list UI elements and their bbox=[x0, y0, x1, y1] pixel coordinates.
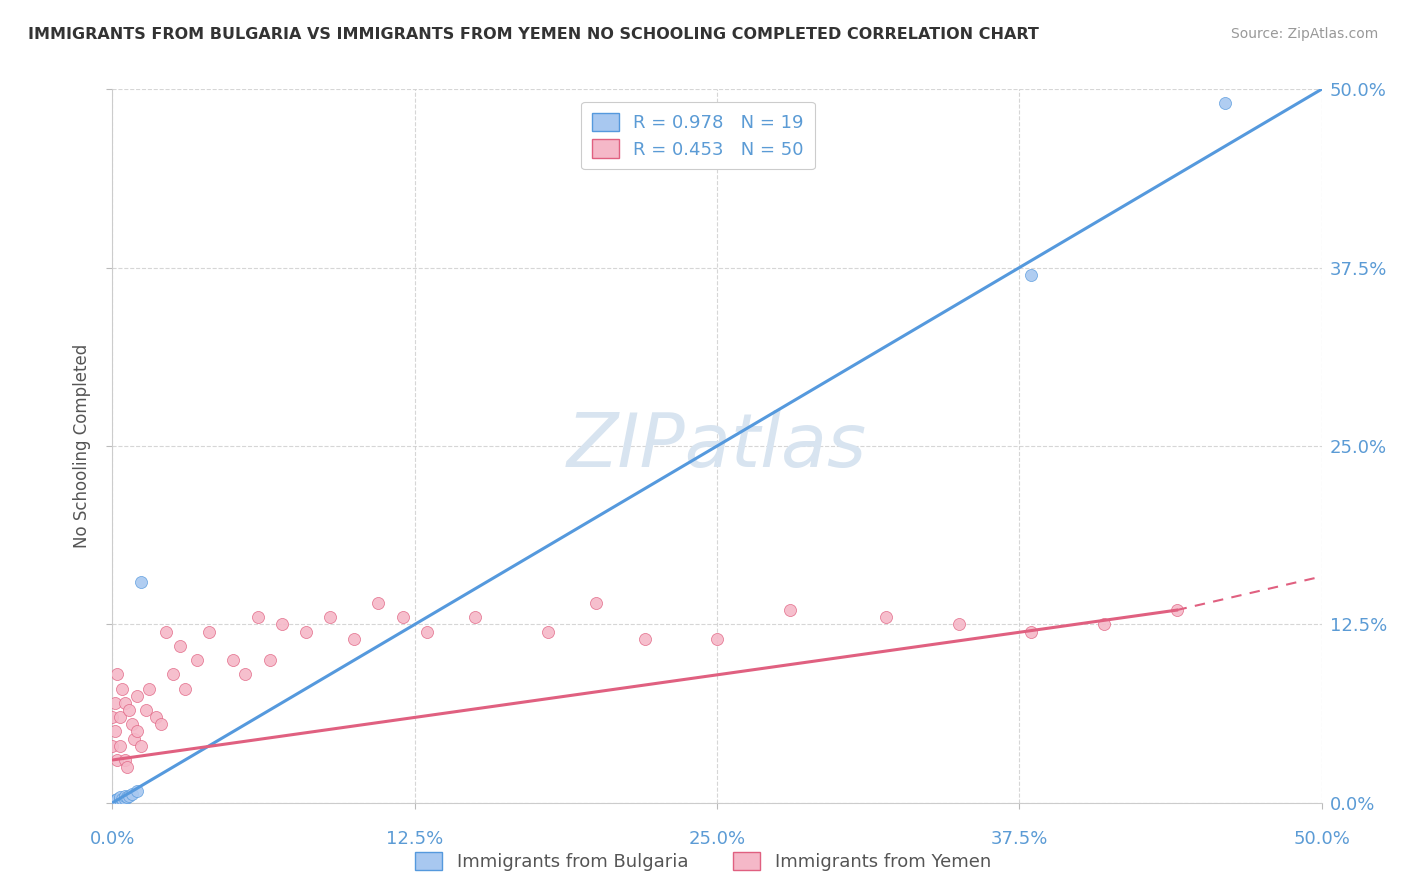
Point bbox=[198, 624, 221, 639]
Point bbox=[270, 617, 292, 632]
Point bbox=[948, 617, 970, 632]
Point bbox=[101, 710, 124, 724]
Point bbox=[108, 710, 131, 724]
Point bbox=[118, 703, 141, 717]
Point bbox=[246, 610, 269, 624]
Point bbox=[104, 724, 127, 739]
Point bbox=[222, 653, 245, 667]
Point bbox=[105, 794, 128, 808]
Point bbox=[111, 791, 134, 805]
Legend: R = 0.978   N = 19, R = 0.453   N = 50: R = 0.978 N = 19, R = 0.453 N = 50 bbox=[581, 102, 814, 169]
Point bbox=[131, 574, 153, 589]
Point bbox=[464, 610, 486, 624]
Point bbox=[295, 624, 318, 639]
Point bbox=[145, 710, 167, 724]
Point bbox=[111, 681, 134, 696]
Point bbox=[706, 632, 728, 646]
Point bbox=[104, 796, 127, 810]
Text: 25.0%: 25.0% bbox=[689, 830, 745, 848]
Point bbox=[114, 753, 136, 767]
Point bbox=[104, 794, 127, 808]
Point bbox=[235, 667, 257, 681]
Text: ZIPatlas: ZIPatlas bbox=[567, 410, 868, 482]
Point bbox=[115, 760, 138, 774]
Y-axis label: No Schooling Completed: No Schooling Completed bbox=[73, 344, 91, 548]
Point bbox=[259, 653, 281, 667]
Point bbox=[155, 624, 177, 639]
Point bbox=[125, 784, 148, 798]
Point bbox=[101, 794, 124, 808]
Point bbox=[343, 632, 366, 646]
Point bbox=[319, 610, 342, 624]
Legend: Immigrants from Bulgaria, Immigrants from Yemen: Immigrants from Bulgaria, Immigrants fro… bbox=[408, 845, 998, 879]
Point bbox=[135, 703, 157, 717]
Point bbox=[169, 639, 191, 653]
Point bbox=[114, 696, 136, 710]
Point bbox=[174, 681, 197, 696]
Point bbox=[118, 789, 141, 803]
Text: 0.0%: 0.0% bbox=[90, 830, 135, 848]
Point bbox=[114, 791, 136, 805]
Point bbox=[138, 681, 160, 696]
Point bbox=[131, 739, 153, 753]
Text: 12.5%: 12.5% bbox=[387, 830, 443, 848]
Point bbox=[779, 603, 801, 617]
Point bbox=[115, 790, 138, 805]
Point bbox=[162, 667, 184, 681]
Point bbox=[1021, 268, 1043, 282]
Text: 50.0%: 50.0% bbox=[1294, 830, 1350, 848]
Point bbox=[585, 596, 607, 610]
Point bbox=[101, 796, 124, 810]
Point bbox=[125, 689, 148, 703]
Point bbox=[108, 739, 131, 753]
Point bbox=[416, 624, 439, 639]
Text: IMMIGRANTS FROM BULGARIA VS IMMIGRANTS FROM YEMEN NO SCHOOLING COMPLETED CORRELA: IMMIGRANTS FROM BULGARIA VS IMMIGRANTS F… bbox=[28, 27, 1039, 42]
Point bbox=[391, 610, 413, 624]
Point bbox=[105, 753, 128, 767]
Point bbox=[1021, 624, 1043, 639]
Point bbox=[101, 739, 124, 753]
Point bbox=[114, 789, 136, 803]
Point bbox=[875, 610, 897, 624]
Text: Source: ZipAtlas.com: Source: ZipAtlas.com bbox=[1230, 27, 1378, 41]
Point bbox=[122, 731, 145, 746]
Point bbox=[121, 717, 143, 731]
Point bbox=[633, 632, 655, 646]
Point bbox=[1213, 96, 1236, 111]
Point bbox=[186, 653, 208, 667]
Point bbox=[1166, 603, 1188, 617]
Point bbox=[108, 793, 131, 807]
Point bbox=[104, 696, 127, 710]
Point bbox=[121, 787, 143, 801]
Point bbox=[149, 717, 172, 731]
Text: 37.5%: 37.5% bbox=[991, 830, 1047, 848]
Point bbox=[108, 790, 131, 805]
Point bbox=[537, 624, 560, 639]
Point bbox=[105, 791, 128, 805]
Point bbox=[367, 596, 389, 610]
Point bbox=[1092, 617, 1115, 632]
Point bbox=[105, 667, 128, 681]
Point bbox=[104, 793, 127, 807]
Point bbox=[125, 724, 148, 739]
